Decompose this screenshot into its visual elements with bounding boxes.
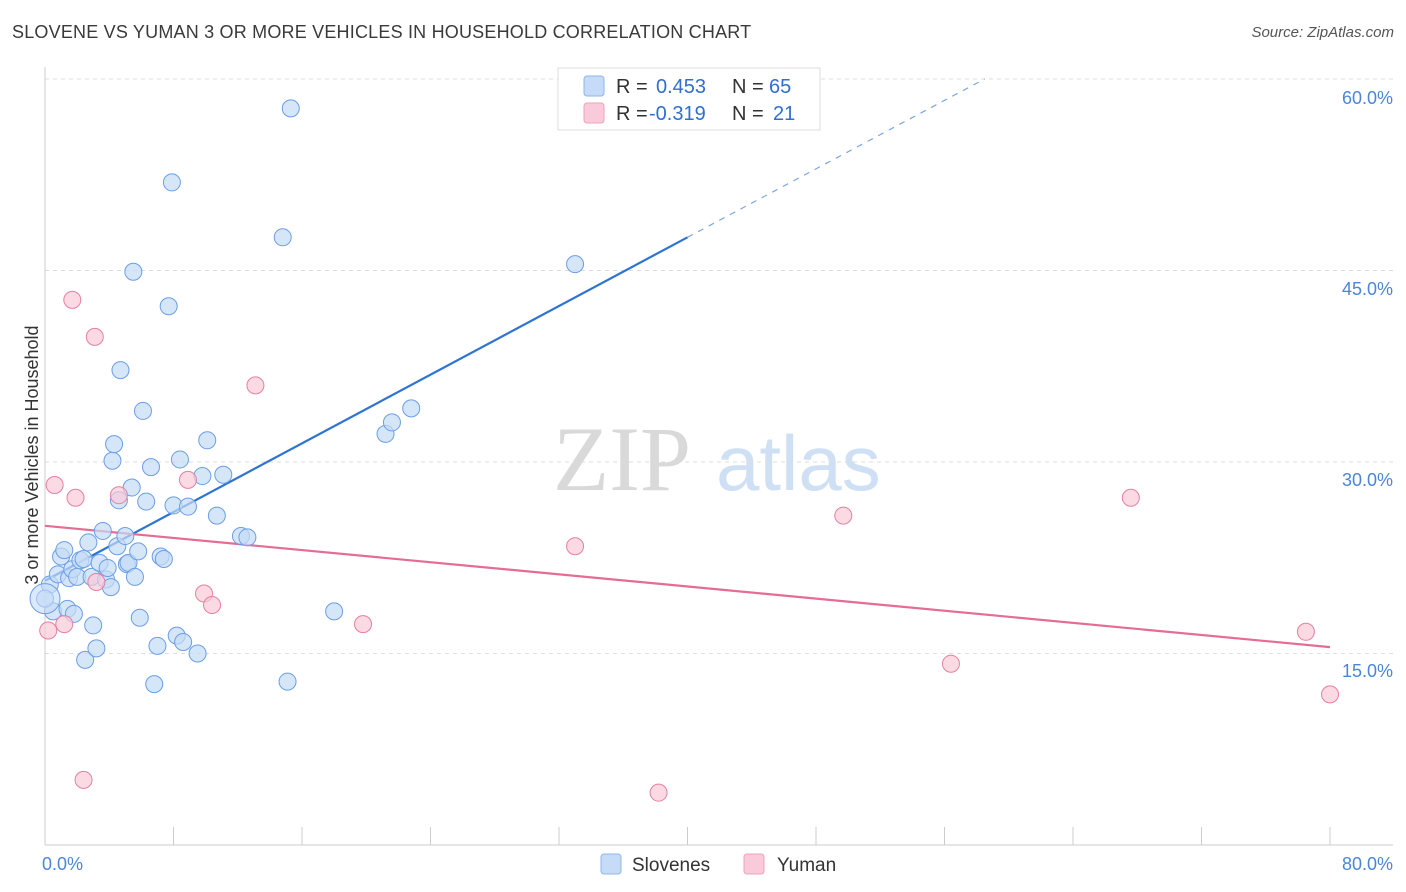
- slovenes-point: [116, 527, 135, 546]
- slovenes-point: [103, 451, 122, 470]
- data-points: [29, 99, 1339, 802]
- slovenes-point: [76, 650, 95, 669]
- yuman-point: [55, 615, 74, 634]
- watermark-atlas: atlas: [716, 419, 881, 507]
- slovenes-point: [125, 567, 144, 586]
- slovenes-point: [170, 450, 189, 469]
- bottom-legend-label-yuman: Yuman: [777, 855, 836, 876]
- yuman-trend-line: [44, 524, 1331, 649]
- slovenes-point: [55, 541, 74, 560]
- legend-n-value-1: 65: [769, 76, 791, 98]
- yuman-point: [87, 573, 106, 592]
- slovenes-point: [133, 401, 152, 420]
- yuman-point: [203, 595, 222, 614]
- legend-n-label-1: N =: [732, 76, 764, 98]
- y-axis-label: 3 or more Vehicles in Household: [22, 325, 42, 584]
- yuman-point: [178, 470, 197, 489]
- legend-swatch-yuman: [583, 102, 605, 124]
- slovenes-point: [159, 297, 178, 316]
- yuman-point: [941, 654, 960, 673]
- yuman-point: [85, 327, 104, 346]
- slovenes-point: [178, 497, 197, 516]
- legend-swatch-slovenes: [583, 75, 605, 97]
- yuman-point: [1296, 622, 1315, 641]
- slovenes-point: [130, 608, 149, 627]
- slovenes-point: [402, 399, 421, 418]
- slovenes-point: [162, 173, 181, 192]
- legend-n-value-2: 21: [773, 103, 795, 125]
- yuman-point: [74, 770, 93, 789]
- slovenes-trend-extension: [687, 78, 985, 238]
- slovenes-point: [148, 636, 167, 655]
- yuman-point: [66, 488, 85, 507]
- slovenes-point: [207, 506, 226, 525]
- slovenes-point: [281, 99, 300, 118]
- y-tick-label-15: 15.0%: [1342, 661, 1393, 681]
- legend-n-label-2: N =: [732, 103, 764, 125]
- gridlines: [45, 78, 1393, 654]
- slovenes-point-large: [29, 583, 61, 615]
- slovenes-point: [129, 542, 148, 561]
- slovenes-point: [98, 558, 117, 577]
- slovenes-point: [142, 458, 161, 477]
- slovenes-point: [74, 550, 93, 569]
- slovenes-point: [238, 528, 257, 547]
- slovenes-point: [325, 602, 344, 621]
- x-tick-label-min: 0.0%: [42, 854, 83, 874]
- yuman-point: [39, 621, 58, 640]
- axes: [44, 67, 1393, 846]
- bottom-legend-swatch-yuman: [743, 853, 765, 875]
- slovenes-point: [198, 431, 217, 450]
- yuman-point: [649, 783, 668, 802]
- slovenes-point: [214, 465, 233, 484]
- slovenes-point: [111, 361, 130, 380]
- slovenes-point: [382, 413, 401, 432]
- yuman-point: [1321, 685, 1339, 704]
- yuman-point: [566, 537, 585, 556]
- bottom-legend-label-slovenes: Slovenes: [632, 855, 710, 876]
- trend-lines: [44, 78, 1331, 649]
- watermark-zip: ZIP: [553, 408, 691, 510]
- slovenes-point: [174, 633, 193, 652]
- y-tick-label-60: 60.0%: [1342, 88, 1393, 108]
- slovenes-point: [278, 672, 297, 691]
- slovenes-point: [124, 262, 143, 281]
- slovenes-point: [84, 616, 103, 635]
- slovenes-point: [273, 228, 292, 247]
- slovenes-point: [79, 533, 98, 552]
- yuman-point: [246, 376, 265, 395]
- legend-r-label-2: R =: [616, 103, 648, 125]
- slovenes-trend-line: [44, 236, 689, 582]
- slovenes-point: [145, 675, 164, 694]
- legend-r-label-1: R =: [616, 76, 648, 98]
- y-tick-label-30: 30.0%: [1342, 470, 1393, 490]
- yuman-point: [834, 506, 853, 525]
- slovenes-point: [566, 255, 585, 274]
- stats-legend: R = 0.453 N = 65 R = -0.319 N = 21: [557, 67, 821, 131]
- slovenes-point: [87, 639, 106, 658]
- slovenes-point: [93, 521, 112, 540]
- slovenes-point: [137, 492, 156, 511]
- bottom-legend-swatch-slovenes: [600, 853, 622, 875]
- source-label: Source: ZipAtlas.com: [1251, 24, 1394, 41]
- yuman-point: [109, 486, 128, 505]
- y-tick-label-45: 45.0%: [1342, 279, 1393, 299]
- yuman-point: [63, 290, 82, 309]
- yuman-point: [1121, 488, 1140, 507]
- slovenes-point: [188, 644, 207, 663]
- series-legend: Slovenes Yuman: [600, 853, 836, 876]
- legend-r-value-2: -0.319: [649, 103, 706, 125]
- slovenes-point: [154, 550, 173, 569]
- yuman-point: [354, 615, 373, 634]
- legend-r-value-1: 0.453: [656, 76, 706, 98]
- slovenes-point: [105, 435, 124, 454]
- yuman-point: [45, 475, 64, 494]
- chart-title: SLOVENE VS YUMAN 3 OR MORE VEHICLES IN H…: [12, 22, 752, 42]
- x-tick-label-max: 80.0%: [1342, 854, 1393, 874]
